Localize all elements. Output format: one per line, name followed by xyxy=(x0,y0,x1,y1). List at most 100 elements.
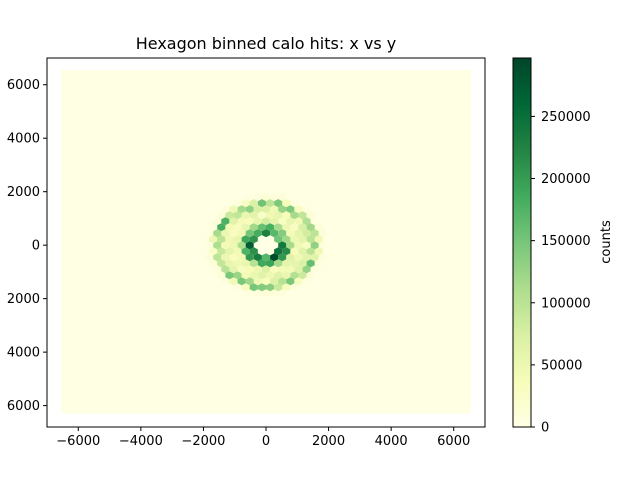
hexbin-cell xyxy=(245,289,254,298)
y-axis: 6000 4000 2000 0 2000 4000 6000 xyxy=(7,78,47,414)
colorbar-frame xyxy=(512,57,532,428)
hexbin-cell xyxy=(261,265,271,274)
hexbin-cell xyxy=(318,241,327,250)
hexbin-cell xyxy=(310,229,319,238)
hexbin-cell xyxy=(294,253,303,262)
hexbin-cell xyxy=(249,271,258,280)
hexbin-cell xyxy=(290,283,299,292)
hexbin-cell xyxy=(253,265,262,274)
colorbar-tick-label: 150000 xyxy=(541,234,591,249)
hexbin-cell xyxy=(229,229,238,238)
hexbin-cell xyxy=(294,241,303,250)
hexbin-cell xyxy=(217,247,226,256)
hexbin-cell xyxy=(229,265,238,274)
hexbin-cell xyxy=(298,223,307,232)
hexbin-cell xyxy=(306,271,315,280)
hexbin-cell xyxy=(286,217,295,226)
hexbin-cell xyxy=(229,277,238,286)
hexbin-cell xyxy=(298,211,307,220)
hexbin-cell xyxy=(270,253,279,262)
colorbar: 0 50000 100000 150000 200000 250000 counts xyxy=(512,57,614,436)
hexbin-cell xyxy=(290,199,299,208)
hexbin-cell xyxy=(225,211,234,220)
hexbin-cell xyxy=(233,223,242,232)
hexbin-cell xyxy=(290,271,299,280)
hexbin-cell xyxy=(266,199,275,208)
hexbin-cell xyxy=(245,253,254,262)
hexbin-cell xyxy=(237,217,246,226)
hexbin-cell xyxy=(253,229,262,238)
x-tick-label: −4000 xyxy=(119,434,163,449)
hexbin-layer xyxy=(61,70,471,414)
y-tick-label: 4000 xyxy=(7,346,40,361)
colorbar-tick-label: 100000 xyxy=(541,296,591,311)
hexbin-cell xyxy=(270,265,279,274)
hexbin-cell xyxy=(241,247,250,256)
hexbin-cell xyxy=(274,283,283,292)
y-tick-label: 6000 xyxy=(7,399,40,414)
hexbin-cell xyxy=(225,271,234,280)
hexbin-cell xyxy=(233,235,242,244)
hexbin-cell xyxy=(286,229,295,238)
hexbin-cell xyxy=(278,229,287,238)
hexbin-cell xyxy=(221,229,230,238)
hexbin-cell xyxy=(221,277,230,286)
hexbin-cell xyxy=(261,289,271,298)
hexbin-cell xyxy=(213,241,222,250)
hexbin-cell xyxy=(306,211,315,220)
hexbin-cell xyxy=(237,229,246,238)
hexbin-cell xyxy=(205,253,214,262)
hexbin-cell xyxy=(249,211,258,220)
hexbin-cell xyxy=(270,193,279,202)
hexbin-cell xyxy=(282,259,291,268)
hexbin-cell xyxy=(237,277,246,286)
hexbin-cell xyxy=(237,265,246,274)
hexbin-cell xyxy=(245,229,254,238)
hexbin-cell xyxy=(278,193,287,202)
hexbin-cell xyxy=(270,277,279,286)
hexbin-cell xyxy=(229,241,238,250)
hexbin-cell xyxy=(261,277,271,286)
hexbin-cell xyxy=(213,265,222,274)
hexbin-cell xyxy=(286,241,295,250)
hexbin-cell xyxy=(266,283,275,292)
hexbin-cell xyxy=(245,241,254,250)
hexbin-cell xyxy=(294,277,303,286)
hexbin-cell xyxy=(241,211,250,220)
hexbin-cell xyxy=(253,241,262,250)
colorbar-ticks: 0 50000 100000 150000 200000 250000 xyxy=(531,110,591,436)
hexbin-cell xyxy=(261,229,271,238)
y-tick-label: 0 xyxy=(32,239,40,254)
hexbin-cell xyxy=(209,223,218,232)
hexbin-cell xyxy=(253,217,262,226)
hexbin-cell xyxy=(257,271,266,280)
hexbin-cell xyxy=(217,259,226,268)
hexbin-cell xyxy=(266,259,275,268)
hexbin-cell xyxy=(314,235,323,244)
hexbin-cell xyxy=(241,223,250,232)
hexbin-cell xyxy=(294,229,303,238)
hexbin-cell xyxy=(298,247,307,256)
hexbin-cell xyxy=(237,253,246,262)
hexbin-cell xyxy=(229,205,238,214)
hexbin-cell xyxy=(241,283,250,292)
hexbin-cell xyxy=(294,265,303,274)
hexbin-cell xyxy=(249,235,258,244)
hexbin-cell xyxy=(282,223,291,232)
hexbin-cell xyxy=(245,265,254,274)
hexbin-cell xyxy=(241,259,250,268)
hexbin-cell xyxy=(233,271,242,280)
hexbin-cell xyxy=(209,235,218,244)
hexbin-cell xyxy=(245,277,254,286)
hexbin-cell xyxy=(278,217,287,226)
hexbin-cell xyxy=(278,205,287,214)
x-tick-label: 2000 xyxy=(312,434,345,449)
hexbin-cell xyxy=(302,277,311,286)
hexbin-cell xyxy=(270,217,279,226)
y-tick-label: 4000 xyxy=(7,132,40,147)
hexbin-cell xyxy=(302,241,311,250)
hexbin-cell xyxy=(253,205,262,214)
hexbin-cell xyxy=(241,199,250,208)
hexbin-cell xyxy=(233,247,242,256)
